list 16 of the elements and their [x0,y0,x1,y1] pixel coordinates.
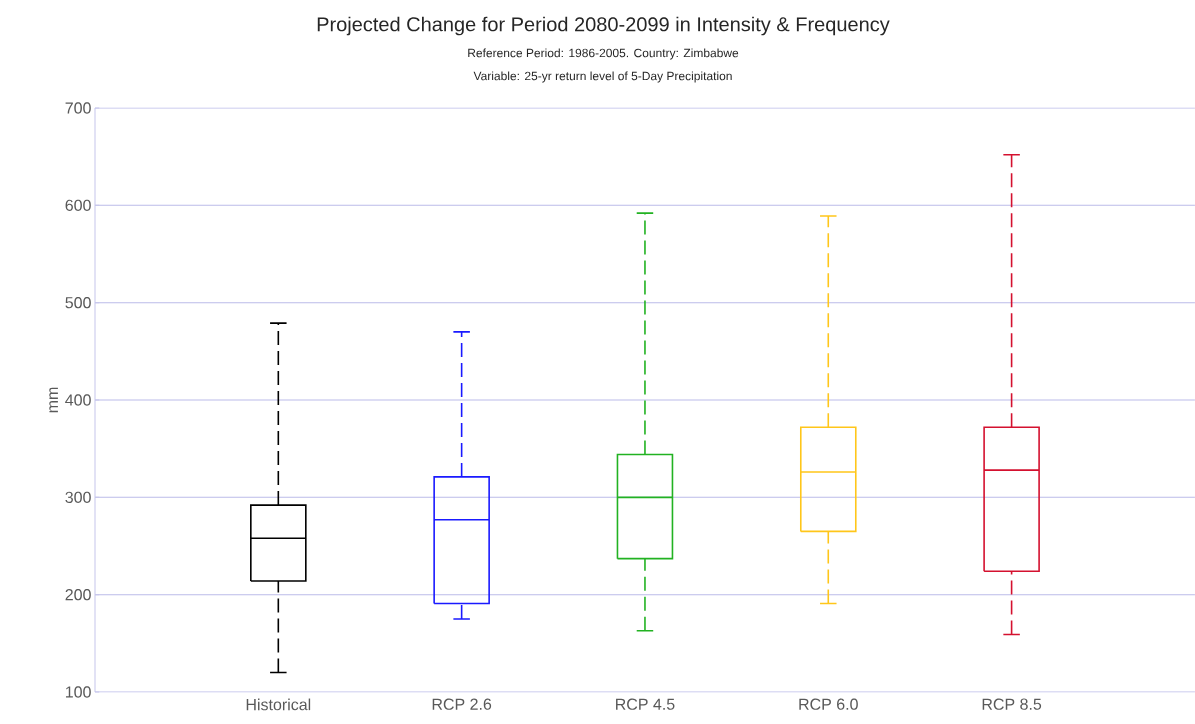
x-tick-label: RCP 6.0 [799,698,858,710]
y-axis-title: mm [49,387,58,413]
y-tick-label: 100 [66,686,91,698]
y-tick-label: 500 [65,297,91,309]
y-tick-label: 400 [65,394,91,406]
chart-title: Projected Change for Period 2080-2099 in Intensity & Frequency [317,16,890,36]
x-tick-label: RCP 4.5 [616,698,675,710]
y-tick-label: 300 [65,491,91,503]
x-tick-label: RCP 2.6 [432,698,492,710]
y-tick-label: 700 [65,102,91,114]
y-tick-label: 600 [65,199,91,211]
text: Variable: 25-yr return level of 5-Day Precipitation [473,71,732,83]
x-tick-label: Historical [246,698,311,711]
y-tick-label: 200 [65,589,91,601]
chart-subtitle: Reference Period: 1986-2005. Country: Zimbabwe [468,48,739,60]
x-tick-label: RCP 8.5 [982,698,1042,710]
